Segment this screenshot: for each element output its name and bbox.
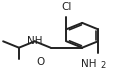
Text: 2: 2 [100,61,106,70]
Text: NH: NH [81,59,97,69]
Text: Cl: Cl [61,2,72,12]
Text: O: O [37,57,45,67]
Text: NH: NH [27,36,42,46]
